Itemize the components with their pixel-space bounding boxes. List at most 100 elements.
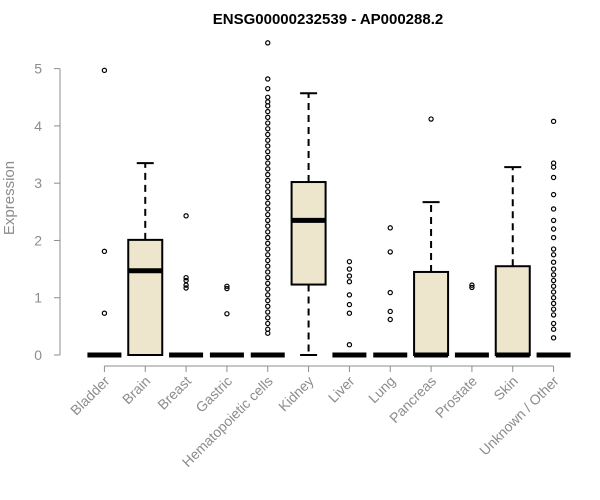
outlier-point xyxy=(265,292,271,298)
y-axis-label: Expression xyxy=(1,161,18,235)
boxes-group xyxy=(87,40,571,358)
box-bladder xyxy=(87,67,122,358)
outlier-point xyxy=(265,252,271,258)
outlier-point xyxy=(265,211,271,218)
box-brain xyxy=(127,162,164,356)
outlier-point xyxy=(265,240,271,247)
box-breast xyxy=(169,213,204,358)
box-prostate xyxy=(454,282,489,358)
outlier-point xyxy=(265,126,271,132)
outlier-point xyxy=(265,143,271,149)
x-tick-label: Kidney xyxy=(275,373,317,415)
outlier-point xyxy=(101,67,108,74)
x-tick-label: Liver xyxy=(325,373,358,406)
outlier-point xyxy=(387,316,393,323)
outlier-point xyxy=(265,114,271,121)
outlier-point xyxy=(265,229,271,235)
outlier-point xyxy=(346,341,353,348)
outlier-point xyxy=(346,273,353,279)
outlier-point xyxy=(550,335,557,341)
outlier-point xyxy=(265,234,271,241)
outlier-point xyxy=(346,258,353,265)
outlier-point xyxy=(265,183,271,189)
outlier-point xyxy=(265,286,271,292)
outlier-point xyxy=(428,116,434,122)
outlier-point xyxy=(183,282,189,288)
outlier-point xyxy=(183,213,189,219)
chart-title: ENSG00000232539 - AP000288.2 xyxy=(213,11,443,28)
outlier-point xyxy=(265,166,271,172)
outlier-point xyxy=(265,177,271,184)
outlier-point xyxy=(224,283,230,289)
outlier-point xyxy=(265,131,271,138)
outlier-point xyxy=(265,94,271,100)
outlier-point xyxy=(550,272,557,278)
box-gastric xyxy=(209,283,244,358)
outlier-point xyxy=(265,320,271,327)
outlier-point xyxy=(550,252,557,258)
outlier-point xyxy=(346,278,353,285)
outlier-point xyxy=(265,108,271,115)
outlier-point xyxy=(265,217,271,224)
outlier-point xyxy=(265,257,271,264)
outlier-point xyxy=(265,189,271,195)
outlier-point xyxy=(224,285,230,292)
outlier-point xyxy=(265,85,271,92)
box-unknown-other xyxy=(536,118,571,358)
outlier-point xyxy=(265,315,271,321)
outlier-point xyxy=(550,164,557,170)
box-kidney xyxy=(290,92,327,356)
outlier-point xyxy=(550,289,557,295)
outlier-point xyxy=(183,285,189,291)
outlier-point xyxy=(550,326,557,332)
outlier-point xyxy=(265,120,271,126)
outlier-point xyxy=(183,274,189,281)
x-tick-label: Skin xyxy=(490,373,521,404)
box-iqr xyxy=(413,270,450,357)
outlier-point xyxy=(224,311,230,317)
outlier-point xyxy=(101,248,108,255)
outlier-point xyxy=(265,269,271,275)
outlier-point xyxy=(550,226,557,232)
outlier-point xyxy=(183,277,189,284)
outlier-point xyxy=(550,206,557,212)
outlier-point xyxy=(469,284,475,291)
outlier-point xyxy=(265,200,271,206)
outlier-point xyxy=(265,297,271,304)
outlier-point xyxy=(265,40,271,46)
outlier-point xyxy=(550,320,557,327)
outlier-point xyxy=(550,118,557,125)
outlier-point xyxy=(265,137,271,143)
outlier-point xyxy=(550,312,557,318)
outlier-point xyxy=(346,301,353,308)
outlier-point xyxy=(387,225,393,231)
y-tick-label: 3 xyxy=(34,175,42,191)
outlier-point xyxy=(550,174,557,181)
box-iqr xyxy=(127,238,164,356)
y-tick-label: 5 xyxy=(34,61,42,77)
y-tick-label: 1 xyxy=(34,290,42,306)
box-iqr xyxy=(494,265,531,356)
outlier-point xyxy=(265,274,271,281)
y-tick-label: 2 xyxy=(34,232,42,248)
outlier-point xyxy=(265,171,271,178)
outlier-point xyxy=(550,191,557,198)
outlier-point xyxy=(265,206,271,212)
outlier-point xyxy=(550,246,557,252)
outlier-point xyxy=(265,263,271,269)
outlier-point xyxy=(387,308,393,315)
outlier-point xyxy=(265,303,271,310)
box-pancreas xyxy=(413,116,450,358)
outlier-point xyxy=(265,76,271,82)
x-tick-label: Brain xyxy=(119,373,153,407)
outlier-point xyxy=(265,246,271,252)
outlier-point xyxy=(550,217,557,224)
x-tick-label: Lung xyxy=(365,373,398,406)
outlier-point xyxy=(387,289,393,296)
y-tick-label: 4 xyxy=(34,118,42,134)
outlier-point xyxy=(550,306,557,312)
box-lung xyxy=(373,225,408,358)
outlier-point xyxy=(550,300,557,307)
outlier-point xyxy=(550,277,557,284)
